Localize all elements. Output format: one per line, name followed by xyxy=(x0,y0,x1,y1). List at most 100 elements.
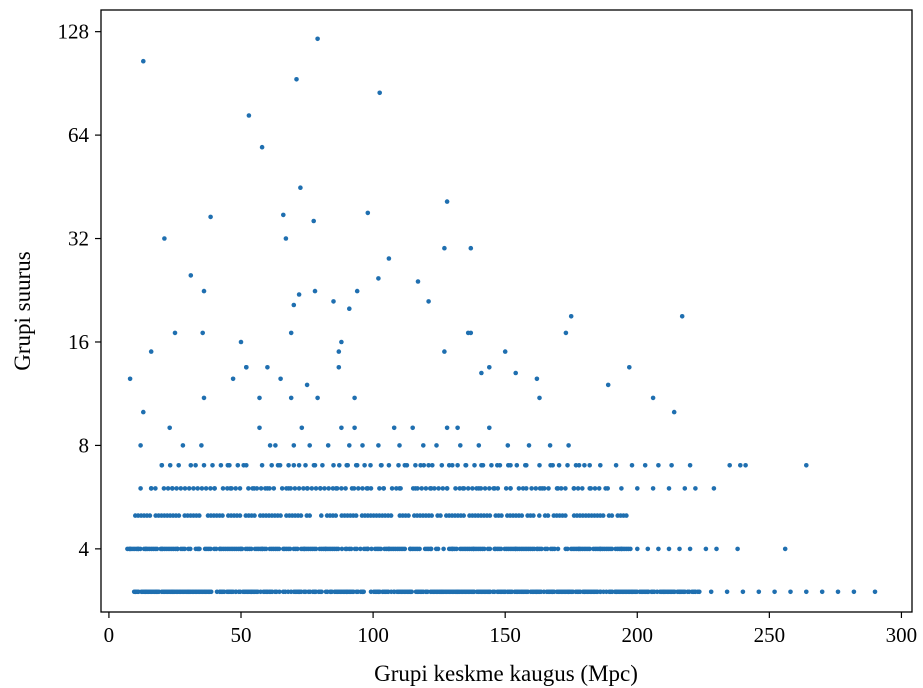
data-point xyxy=(628,546,633,552)
data-point xyxy=(176,463,181,468)
data-point xyxy=(230,376,236,382)
data-point xyxy=(233,486,238,491)
data-point xyxy=(568,314,574,319)
data-point xyxy=(497,463,503,468)
data-point xyxy=(687,546,693,552)
data-point xyxy=(526,443,532,448)
data-point xyxy=(537,395,542,401)
data-point xyxy=(677,546,682,552)
data-point xyxy=(320,463,325,468)
data-point xyxy=(354,288,360,294)
data-point xyxy=(292,486,298,491)
data-point xyxy=(267,486,272,491)
data-point xyxy=(162,236,167,241)
data-point xyxy=(304,382,310,388)
data-point xyxy=(788,589,793,595)
data-point xyxy=(174,486,179,491)
data-point xyxy=(252,513,257,518)
data-point xyxy=(288,330,294,336)
data-point xyxy=(693,486,698,491)
data-point xyxy=(565,463,570,468)
data-point xyxy=(514,463,520,468)
data-point xyxy=(629,463,635,468)
data-point xyxy=(199,486,205,491)
data-point xyxy=(364,486,370,491)
data-point xyxy=(368,486,374,491)
data-point xyxy=(172,330,178,336)
data-point xyxy=(487,546,493,552)
data-point xyxy=(413,463,418,468)
data-point xyxy=(426,463,431,468)
data-point xyxy=(558,486,564,491)
data-point xyxy=(278,513,283,518)
data-point xyxy=(487,513,493,518)
data-point xyxy=(339,339,344,345)
data-point xyxy=(635,486,640,491)
data-point xyxy=(682,486,688,491)
data-point xyxy=(434,443,439,448)
data-point xyxy=(544,546,550,552)
data-point xyxy=(563,513,568,518)
data-point xyxy=(301,486,306,491)
data-point xyxy=(388,513,394,518)
data-point xyxy=(468,330,474,336)
data-point xyxy=(724,589,730,595)
data-point xyxy=(474,486,479,491)
data-point xyxy=(756,589,762,595)
y-tick-label: 4 xyxy=(79,537,90,561)
data-point xyxy=(819,589,825,595)
data-point xyxy=(244,365,249,370)
y-tick-label: 8 xyxy=(79,433,90,457)
data-point xyxy=(571,486,577,491)
data-point xyxy=(455,425,460,431)
data-point xyxy=(191,486,196,491)
data-point xyxy=(141,409,146,415)
data-point xyxy=(455,463,460,468)
data-point xyxy=(714,546,719,552)
data-point xyxy=(311,463,317,468)
data-point xyxy=(554,486,560,491)
data-point xyxy=(703,546,709,552)
data-point xyxy=(679,314,685,319)
data-point xyxy=(537,463,542,468)
data-point xyxy=(343,546,348,552)
data-point xyxy=(277,589,282,595)
data-point xyxy=(288,395,294,401)
data-point xyxy=(463,463,469,468)
data-point xyxy=(368,463,373,468)
data-point xyxy=(254,486,260,491)
data-point xyxy=(378,546,384,552)
data-point xyxy=(472,463,477,468)
data-point xyxy=(249,546,254,552)
data-point xyxy=(442,245,447,251)
data-point xyxy=(410,486,416,491)
data-point xyxy=(147,513,153,518)
data-point xyxy=(740,589,746,595)
data-point xyxy=(246,113,252,118)
data-point xyxy=(487,486,492,491)
x-axis-ticks: 0 50 100 150 200 250 300 xyxy=(104,612,917,647)
data-point xyxy=(444,486,450,491)
data-point xyxy=(312,288,318,294)
data-point xyxy=(138,546,143,552)
data-point xyxy=(273,443,278,448)
data-point xyxy=(503,486,509,491)
data-point xyxy=(386,463,392,468)
data-point xyxy=(239,546,245,552)
data-point xyxy=(440,486,446,491)
data-point xyxy=(588,486,594,491)
data-point xyxy=(627,365,632,370)
data-point xyxy=(343,486,348,491)
data-point xyxy=(415,486,420,491)
y-tick-label: 64 xyxy=(68,123,90,147)
data-point xyxy=(212,486,217,491)
data-point xyxy=(360,443,365,448)
data-point xyxy=(339,546,345,552)
data-point xyxy=(283,236,289,241)
data-point xyxy=(326,486,332,491)
data-point xyxy=(563,330,569,336)
data-point xyxy=(154,546,160,552)
plot-frame xyxy=(100,9,913,613)
data-point xyxy=(727,463,732,468)
